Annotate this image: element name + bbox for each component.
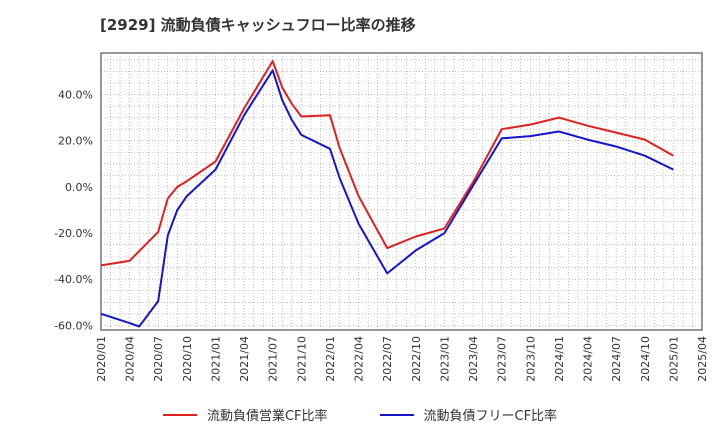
y-tick-label: -40.0% (54, 273, 93, 286)
x-tick-labels: 2020/01 2020/04 2020/07 2020/10 2021/01 2021/… (95, 336, 709, 382)
legend-swatch-free-cf (379, 413, 414, 416)
x-tick-label: 2021/07 (267, 336, 280, 382)
plot-area-frame (100, 52, 703, 331)
x-tick-label: 2021/01 (209, 336, 222, 382)
legend-label-free-cf: 流動負債フリーCF比率 (423, 409, 558, 424)
legend: 流動負債営業CF比率 流動負債フリーCF比率 (0, 405, 720, 424)
horizontal-gridlines (101, 59, 702, 326)
x-tick-label: 2022/10 (410, 336, 423, 382)
y-tick-label: -20.0% (54, 227, 93, 240)
x-tick-label: 2023/01 (438, 336, 451, 382)
y-tick-label: 40.0% (58, 89, 93, 102)
x-tick-label: 2024/10 (639, 336, 652, 382)
y-tick-label: 20.0% (58, 135, 93, 148)
x-tick-label: 2022/01 (324, 336, 337, 382)
legend-item-free-cf: 流動負債フリーCF比率 (379, 405, 558, 424)
x-tick-label: 2024/04 (582, 336, 595, 382)
chart-title: [2929] 流動負債キャッシュフロー比率の推移 (100, 16, 416, 34)
x-tick-label: 2024/07 (610, 336, 623, 382)
x-tick-label: 2020/01 (95, 336, 108, 382)
x-tick-label: 2023/07 (496, 336, 509, 382)
legend-label-operating-cf: 流動負債営業CF比率 (206, 409, 328, 424)
vertical-gridlines (110, 53, 693, 330)
series-line-free-cf (100, 69, 674, 328)
y-tick-label: -60.0% (54, 319, 93, 332)
x-tick-label: 2025/04 (696, 336, 709, 382)
x-tick-label: 2023/04 (467, 336, 480, 382)
x-tick-label: 2022/07 (381, 336, 394, 382)
x-tick-label: 2025/01 (667, 336, 680, 382)
y-tick-label: 0.0% (65, 181, 93, 194)
legend-item-operating-cf: 流動負債営業CF比率 (162, 405, 328, 424)
x-tick-label: 2020/04 (124, 336, 137, 382)
y-tick-labels: 40.0% 20.0% 0.0% -20.0% -40.0% -60.0% (54, 89, 93, 333)
x-tick-label: 2021/04 (238, 336, 251, 382)
x-tick-label: 2021/10 (295, 336, 308, 382)
x-tick-label: 2024/01 (553, 336, 566, 382)
x-tick-label: 2022/04 (353, 336, 366, 382)
legend-swatch-operating-cf (162, 413, 197, 416)
series-lines (100, 60, 674, 328)
series-line-operating-cf (100, 60, 674, 267)
x-tick-label: 2023/10 (524, 336, 537, 382)
x-tick-label: 2020/10 (181, 336, 194, 382)
x-tick-label: 2020/07 (152, 336, 165, 382)
